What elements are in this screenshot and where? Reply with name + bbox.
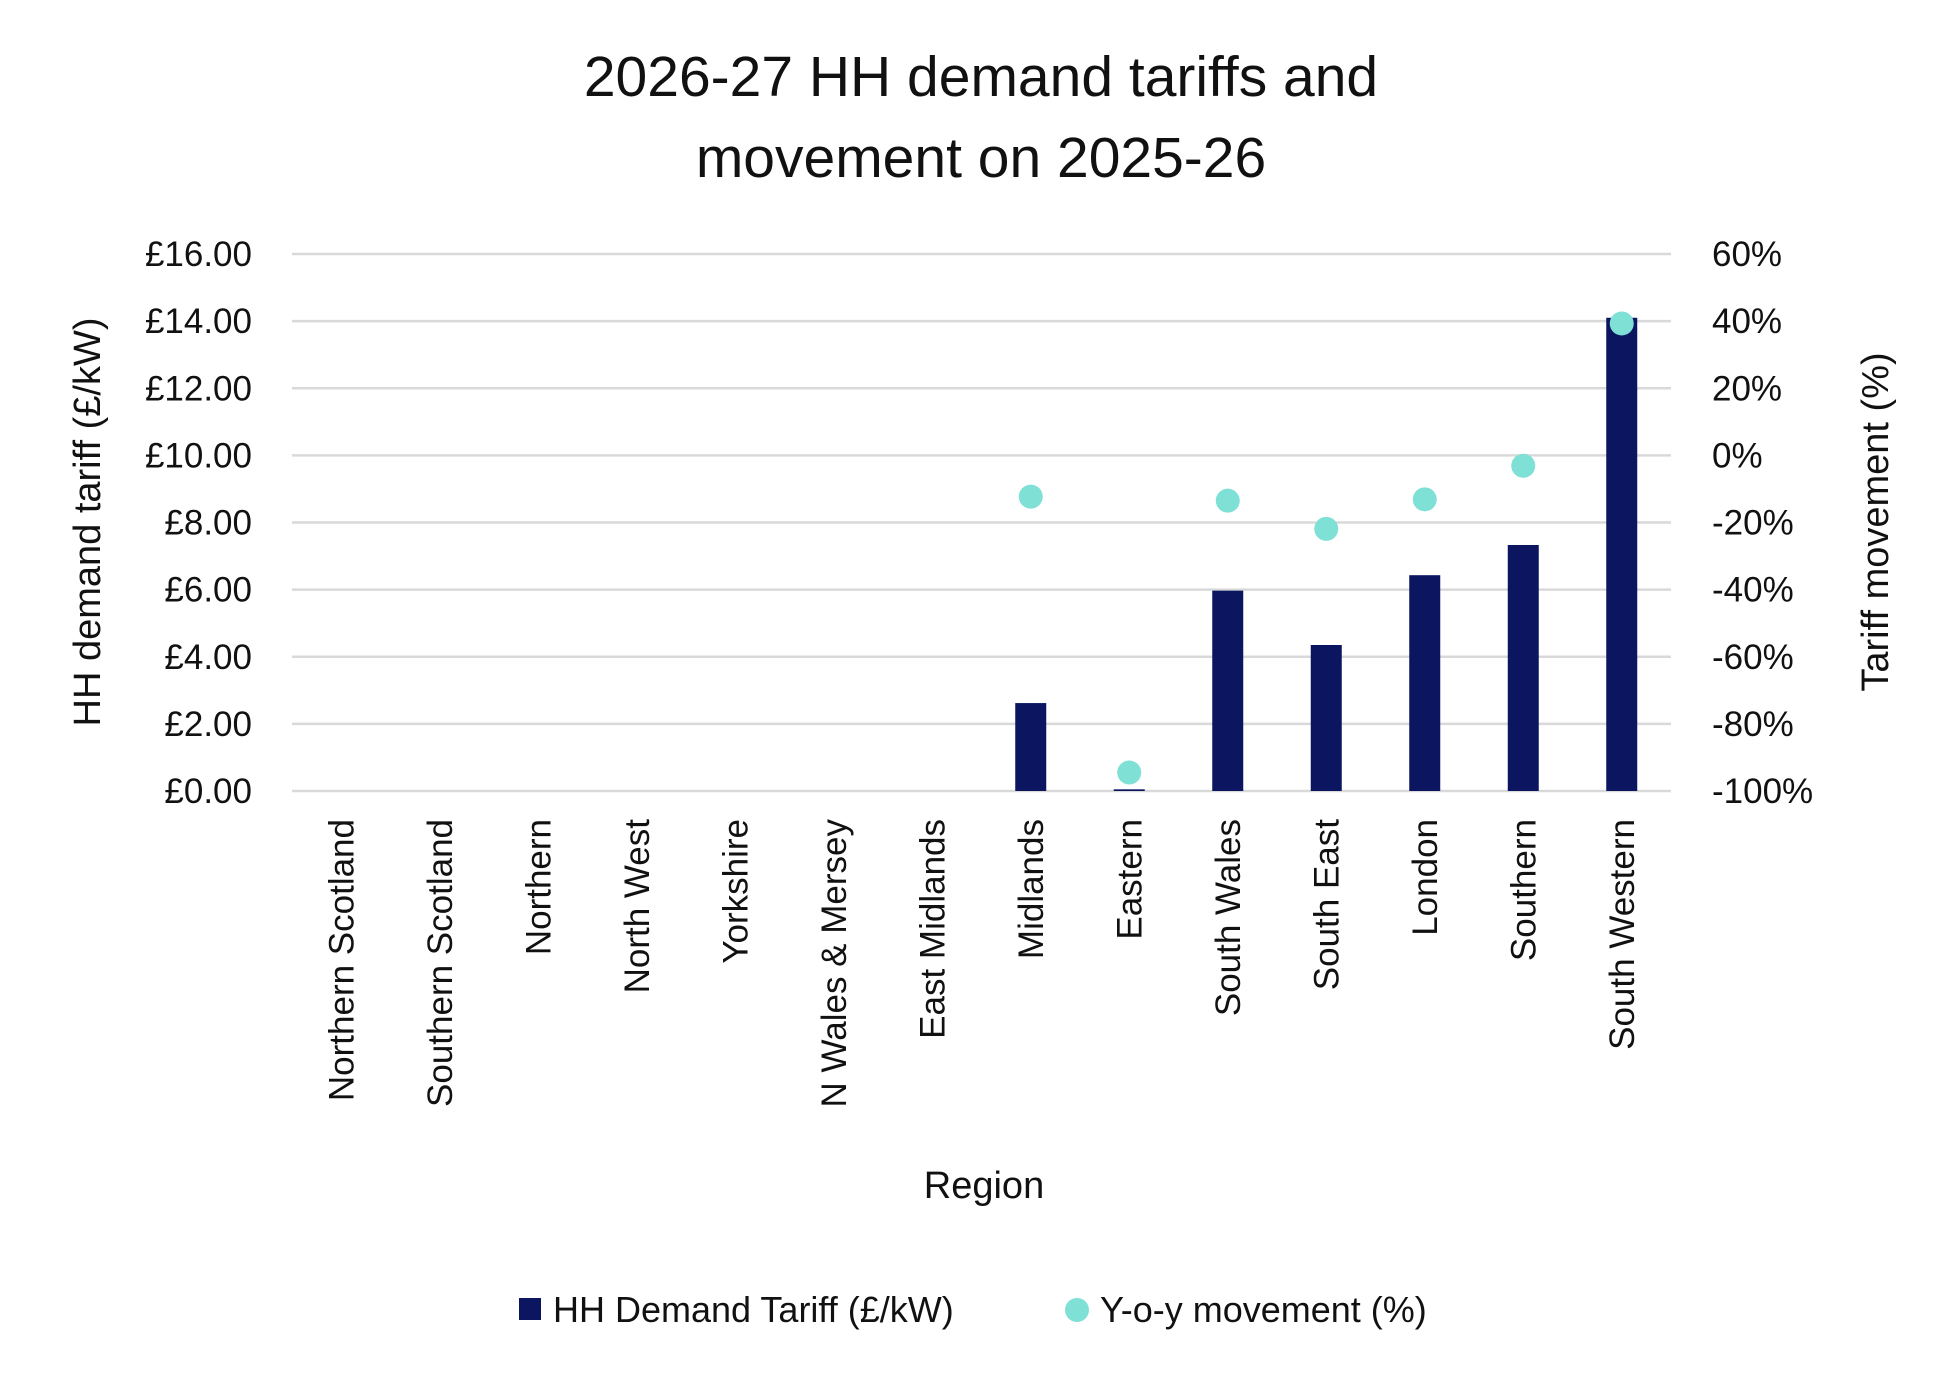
y2-tick-label: -60% (1712, 638, 1794, 677)
bar (1113, 789, 1145, 791)
bar (1409, 575, 1441, 791)
x-tick-label: North West (618, 819, 657, 994)
bar (1606, 317, 1638, 791)
y2-axis-label: Tariff movement (%) (1855, 352, 1897, 691)
y2-tick-label: 60% (1712, 235, 1782, 274)
legend-swatch-dot (1065, 1298, 1089, 1322)
legend-swatch-bar (519, 1298, 541, 1320)
x-tick-label: London (1406, 819, 1445, 936)
x-tick-label: East Midlands (913, 819, 952, 1039)
scatter-point (1412, 487, 1437, 512)
x-tick-label: Midlands (1012, 819, 1051, 959)
y-tick-label: £14.00 (145, 302, 252, 341)
legend: HH Demand Tariff (£/kW) Y-o-y movement (… (519, 1289, 1427, 1330)
y-tick-label: £4.00 (164, 638, 252, 677)
gridlines (292, 252, 1671, 793)
y2-tick-label: -80% (1712, 705, 1794, 744)
y-tick-label: £16.00 (145, 235, 252, 274)
bar (1015, 703, 1047, 791)
y2-tick-label: -100% (1712, 772, 1813, 811)
x-tick-label: South Wales (1209, 819, 1248, 1016)
scatter-series (1018, 311, 1634, 785)
y-tick-label: £12.00 (145, 369, 252, 408)
chart-title-line-1: 2026-27 HH demand tariffs and (584, 45, 1378, 109)
legend-label-bar: HH Demand Tariff (£/kW) (553, 1289, 954, 1330)
bar (1507, 544, 1539, 791)
x-tick-label: South Western (1603, 819, 1642, 1050)
x-axis-label: Region (924, 1165, 1044, 1207)
bar (1310, 645, 1342, 791)
y2-axis-ticks: -100% -80% -60% -40% -20% 0% 20% 40% 60% (1712, 235, 1813, 811)
x-tick-label: South East (1307, 819, 1346, 990)
scatter-point (1117, 760, 1142, 785)
x-tick-label: Yorkshire (716, 819, 755, 964)
bar (1212, 590, 1244, 791)
y-tick-label: £10.00 (145, 436, 252, 475)
scatter-point (1511, 453, 1536, 478)
scatter-point (1314, 516, 1339, 541)
x-tick-label: N Wales & Mersey (815, 819, 854, 1108)
y2-tick-label: 0% (1712, 436, 1763, 475)
x-axis-ticks: Northern Scotland Southern Scotland Northe… (322, 819, 1642, 1108)
x-tick-label: Eastern (1110, 819, 1149, 940)
y2-tick-label: 40% (1712, 302, 1782, 341)
y2-tick-label: -40% (1712, 571, 1794, 610)
y-axis-ticks: £0.00 £2.00 £4.00 £6.00 £8.00 £10.00 £12.00 £14… (145, 235, 252, 811)
legend-label-dot: Y-o-y movement (%) (1100, 1289, 1427, 1330)
y2-tick-label: -20% (1712, 504, 1794, 543)
y-tick-label: £6.00 (164, 571, 252, 610)
y-axis-label: HH demand tariff (£/kW) (67, 318, 109, 727)
scatter-point (1018, 484, 1043, 509)
scatter-point (1609, 311, 1634, 336)
x-tick-label: Southern Scotland (421, 819, 460, 1107)
y2-tick-label: 20% (1712, 369, 1782, 408)
y-tick-label: £8.00 (164, 504, 252, 543)
y-tick-label: £0.00 (164, 772, 252, 811)
chart-title-line-2: movement on 2025-26 (696, 126, 1266, 190)
x-tick-label: Northern (519, 819, 558, 955)
x-tick-label: Northern Scotland (322, 819, 361, 1101)
y-tick-label: £2.00 (164, 705, 252, 744)
scatter-point (1215, 488, 1240, 513)
x-tick-label: Southern (1504, 819, 1543, 961)
bar-series (1015, 317, 1638, 791)
